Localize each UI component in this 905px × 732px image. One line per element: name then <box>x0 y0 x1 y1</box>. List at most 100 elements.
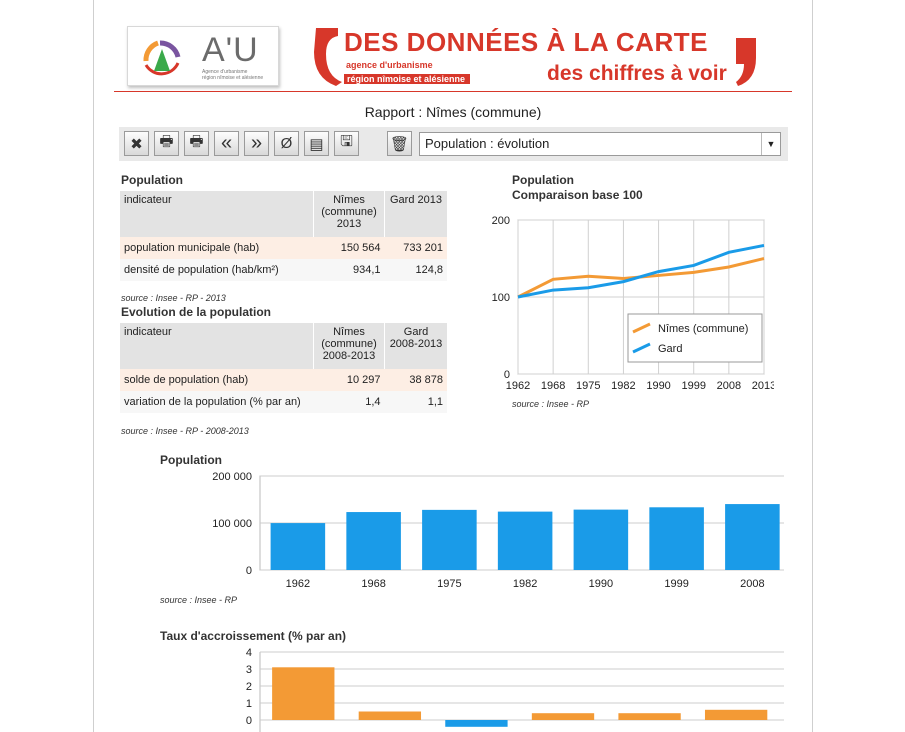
next-button[interactable]: » <box>244 131 269 156</box>
logo-subtitle-line1: Agence d'urbanisme <box>202 69 248 75</box>
population-bar-chart: 0 100 000 200 000 1962 1968 1975 1982 1990 1999 2… <box>212 471 784 590</box>
close-button[interactable]: ✖ <box>124 131 149 156</box>
agence-line1: agence d'urbanisme <box>344 60 435 70</box>
legend-swatch <box>632 342 651 354</box>
print-icon: 🖶 <box>159 133 174 150</box>
y-tick-label: 200 <box>492 215 510 227</box>
print-button[interactable]: 🖶 <box>154 131 179 156</box>
table-header-cell: Gard 2013 <box>384 191 447 237</box>
x-tick-label: 2013 <box>752 380 774 392</box>
y-tick-label: 3 <box>246 664 252 676</box>
x-tick-label: 1999 <box>681 380 705 392</box>
line-chart-title-text: Population <box>512 173 574 187</box>
logo-subtitle-line2: région nîmoise et alésienne <box>202 75 264 81</box>
table-header-cell: Gard 2008-2013 <box>384 323 447 369</box>
x-tick-label: 2008 <box>740 578 764 590</box>
table-row: variation de la population (% par an) 1,… <box>120 391 447 413</box>
y-tick-label: 2 <box>246 681 252 693</box>
logo-graphic-icon <box>143 40 181 76</box>
y-tick-label: 0 <box>504 369 510 381</box>
x-tick-label: 1982 <box>513 578 537 590</box>
report-select-value: Population : évolution <box>425 136 550 151</box>
x-tick-label: 1975 <box>437 578 461 590</box>
report-title: Rapport : Nîmes (commune) <box>364 104 542 120</box>
bar <box>531 713 595 720</box>
table-cell: 733 201 <box>384 237 447 259</box>
toolbar: ✖ 🖶 🖶 « » Ø ▤ 🖫 🗑 Population : évolution… <box>119 127 788 161</box>
report-page: A'U Agence d'urbanisme région nîmoise et… <box>93 0 813 732</box>
header-divider <box>114 91 792 92</box>
table2-source: source : Insee - RP - 2008-2013 <box>121 426 249 436</box>
report-select[interactable]: Population : évolution ▼ <box>419 132 781 156</box>
trash-icon: 🗑 <box>389 135 410 153</box>
x-tick-label: 1962 <box>286 578 310 590</box>
table-cell: 150 564 <box>313 237 385 259</box>
y-tick-label: 0 <box>246 715 252 727</box>
x-tick-label: 1999 <box>664 578 688 590</box>
table-row: population municipale (hab) 150 564 733 … <box>120 237 447 259</box>
table-button[interactable]: ▤ <box>304 131 329 156</box>
x-tick-label: 2008 <box>717 380 741 392</box>
table1-source: source : Insee - RP - 2013 <box>121 293 226 303</box>
table-cell: variation de la population (% par an) <box>120 391 314 413</box>
close-icon: ✖ <box>130 135 143 153</box>
y-tick-label: 4 <box>246 647 252 659</box>
quote-close-icon <box>736 38 756 86</box>
table-header-cell: indicateur <box>120 323 314 369</box>
next-icon: » <box>250 132 263 154</box>
legend-label: Nîmes (commune) <box>658 323 748 335</box>
table-cell: densité de population (hab/km²) <box>120 259 314 281</box>
x-tick-label: 1990 <box>589 578 613 590</box>
y-tick-label: 200 000 <box>212 471 252 483</box>
bar <box>649 507 704 570</box>
clear-icon: Ø <box>280 135 293 152</box>
table-header-cell: Nîmes (commune) 2008-2013 <box>313 323 385 369</box>
print-all-button[interactable]: 🖶 <box>184 131 209 156</box>
series-line <box>517 243 765 299</box>
bar <box>422 509 477 570</box>
agence-line2: région nîmoise et alésienne <box>344 74 470 84</box>
logo-text: A'U <box>202 31 259 69</box>
bar-chart-source: source : Insee - RP <box>160 595 238 605</box>
evolution-table: indicateur Nîmes (commune) 2008-2013 Gar… <box>120 323 447 413</box>
delete-button[interactable]: 🗑 <box>387 131 412 156</box>
legend-label: Gard <box>658 343 682 355</box>
x-tick-label: 1962 <box>506 380 530 392</box>
previous-icon: « <box>220 132 233 154</box>
bar <box>725 504 780 570</box>
bar <box>497 511 553 570</box>
line-chart-subtitle: Comparaison base 100 <box>512 188 643 202</box>
bar <box>704 709 768 720</box>
x-tick-label: 1968 <box>541 380 565 392</box>
bar <box>272 667 335 720</box>
table-cell: solde de population (hab) <box>120 369 314 391</box>
table-cell: 38 878 <box>384 369 447 391</box>
line-chart-title: Population Comparaison base 100 <box>512 173 643 203</box>
y-tick-label: 100 000 <box>212 518 252 530</box>
legend-swatch <box>632 322 651 334</box>
table-header-cell: indicateur <box>120 191 314 237</box>
bar <box>573 509 629 570</box>
line-chart-source: source : Insee - RP <box>512 399 590 409</box>
population-table: indicateur Nîmes (commune) 2013 Gard 201… <box>120 191 447 281</box>
table-cell: 124,8 <box>384 259 447 281</box>
clear-button[interactable]: Ø <box>274 131 299 156</box>
quote-open-icon <box>314 28 342 86</box>
bar <box>618 713 681 720</box>
legend-box <box>627 313 763 363</box>
bar <box>445 720 508 727</box>
table-header-cell: Nîmes (commune) 2013 <box>313 191 385 237</box>
banner-title: DES DONNÉES À LA CARTE <box>344 27 708 57</box>
chevron-down-icon[interactable]: ▼ <box>761 133 780 155</box>
table-cell: 10 297 <box>313 369 385 391</box>
previous-button[interactable]: « <box>214 131 239 156</box>
growth-chart-title: Taux d'accroissement (% par an) <box>160 629 347 643</box>
save-icon: 🖫 <box>340 133 353 150</box>
print-all-icon: 🖶 <box>189 133 204 150</box>
bar <box>358 711 422 720</box>
table-row: densité de population (hab/km²) 934,1 12… <box>120 259 447 281</box>
save-button[interactable]: 🖫 <box>334 131 359 156</box>
table2-title: Evolution de la population <box>121 305 271 319</box>
table-cell: 934,1 <box>313 259 385 281</box>
bar <box>346 512 401 570</box>
